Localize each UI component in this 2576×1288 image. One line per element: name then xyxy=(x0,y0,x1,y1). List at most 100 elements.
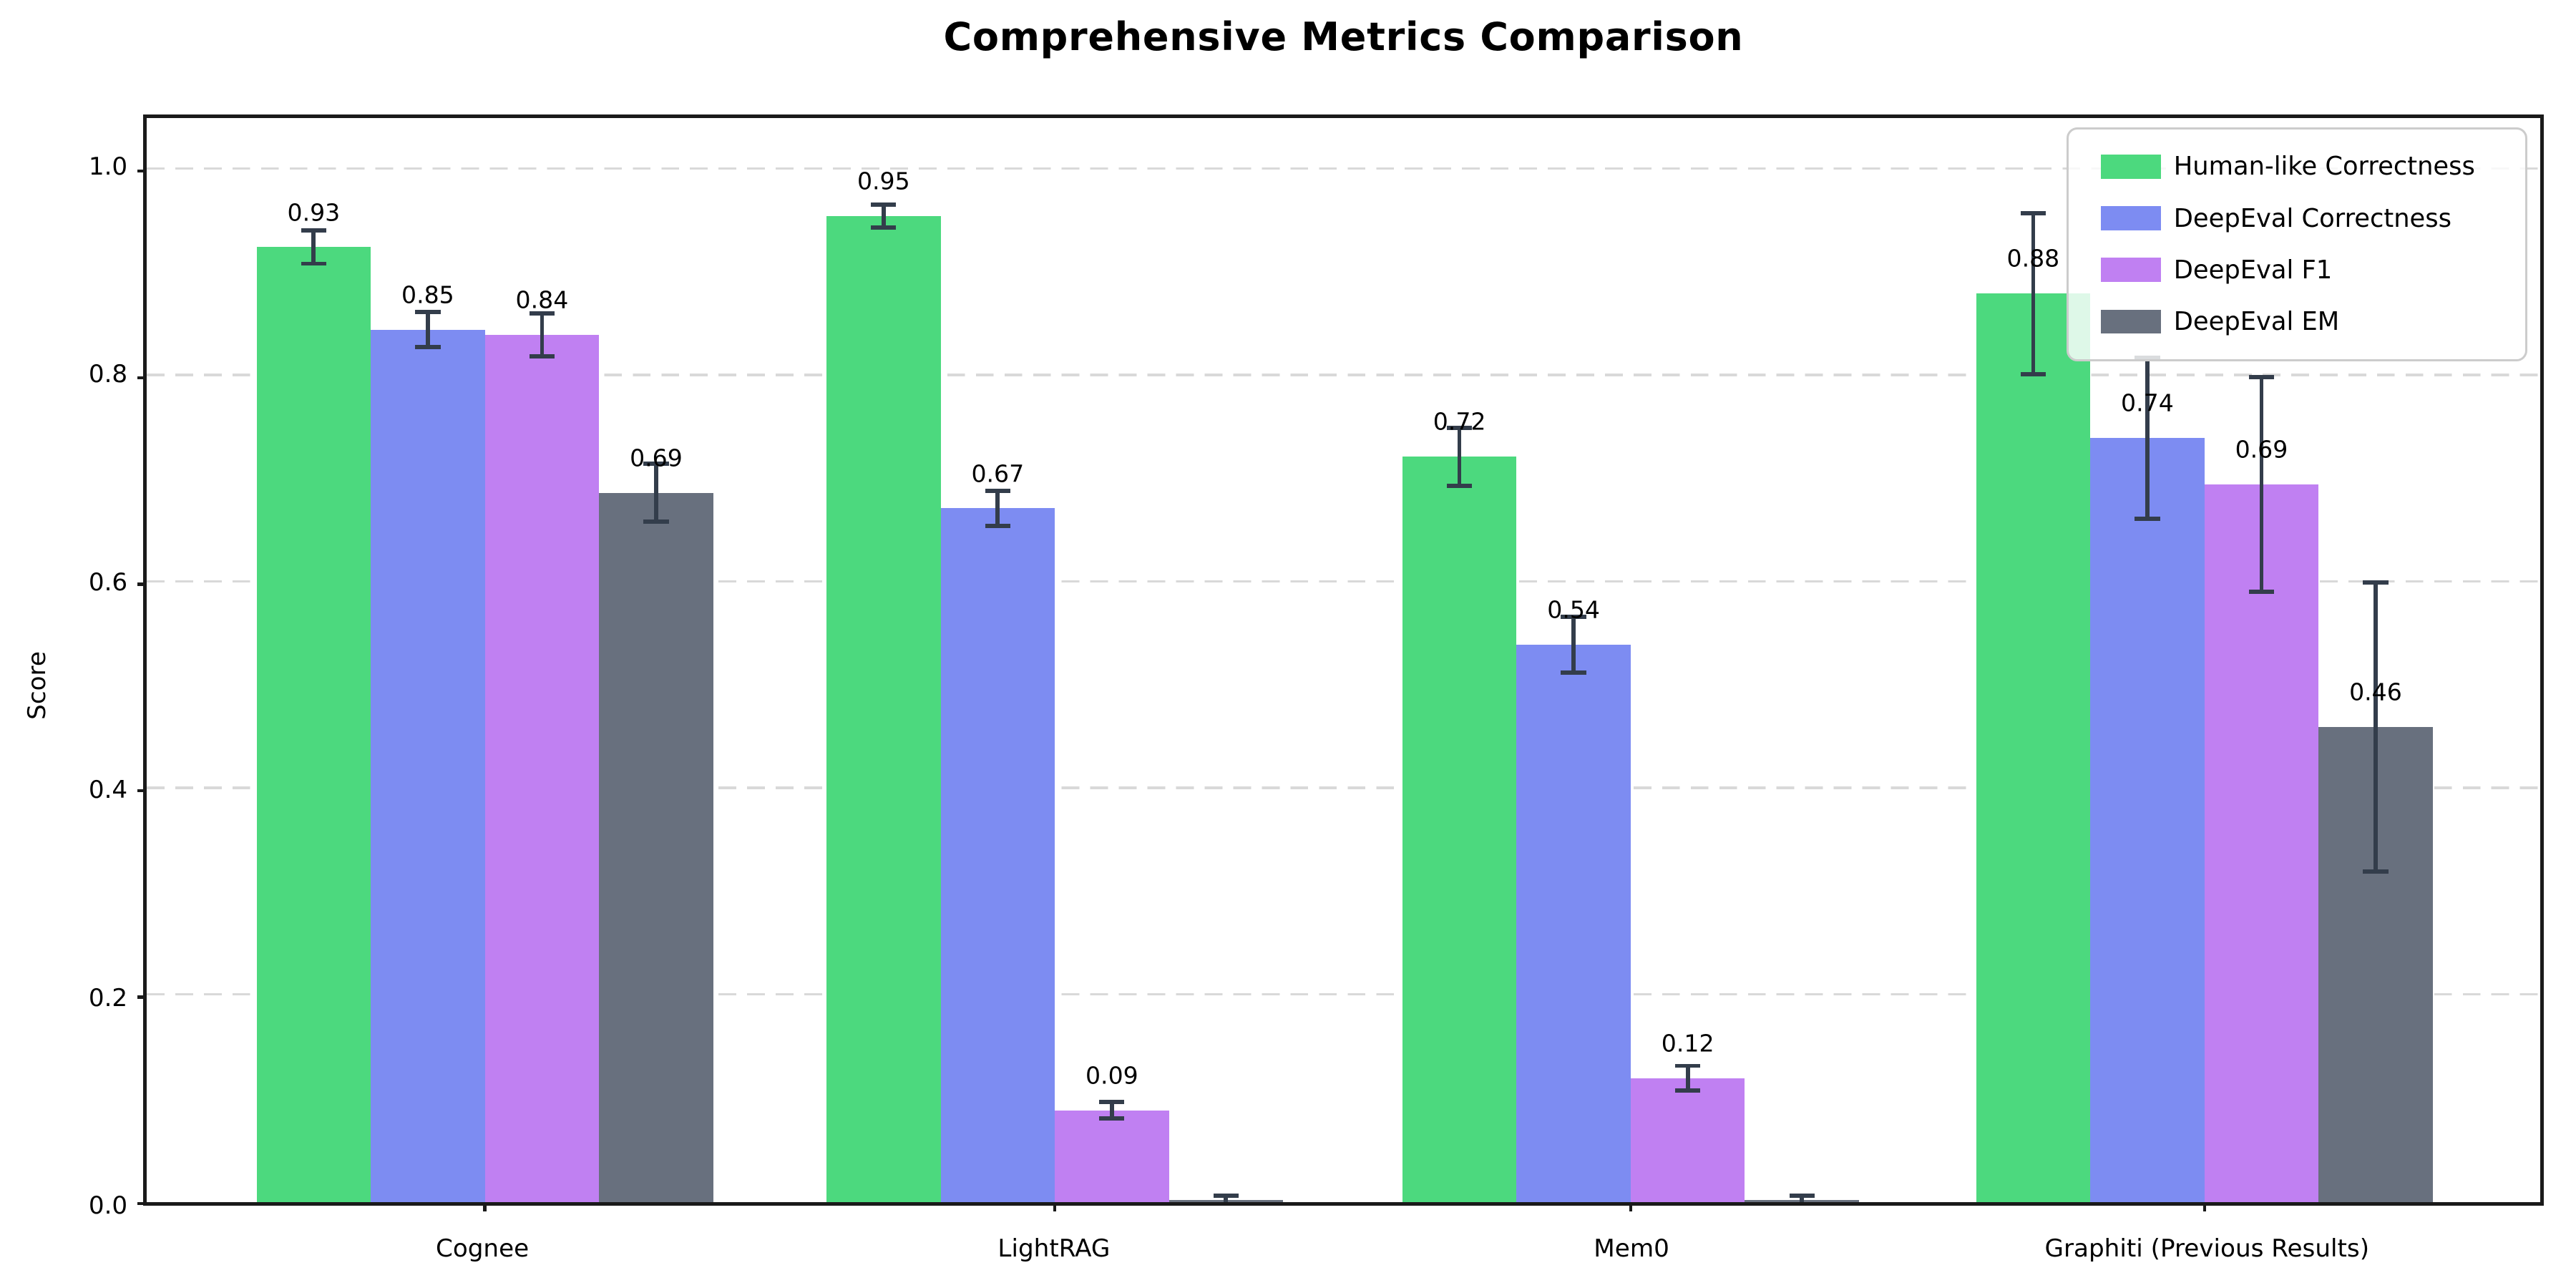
y-tick-label-0.6: 0.6 xyxy=(88,567,128,597)
error-cap-bottom xyxy=(1561,670,1586,675)
legend-label: Human-like Correctness xyxy=(2173,152,2475,182)
bar-value-label: 0.69 xyxy=(630,444,683,472)
bar-value-label: 0.74 xyxy=(2121,389,2174,418)
gridline-0.6 xyxy=(147,580,2540,583)
x-tick-label-1: LightRAG xyxy=(997,1234,1111,1263)
y-tick-label-0.8: 0.8 xyxy=(88,359,128,389)
error-cap-bottom xyxy=(643,519,669,525)
error-cap-top xyxy=(643,462,669,467)
legend-item: DeepEval F1 xyxy=(2069,255,2525,285)
error-cap-bottom xyxy=(2248,590,2275,595)
x-tickmark-1 xyxy=(1053,1201,1057,1211)
error-bar xyxy=(2259,377,2264,592)
bar-deepeval-correctness-lightrag xyxy=(940,508,1055,1202)
y-tickmark-0.6 xyxy=(137,582,147,586)
x-tick-label-0: Cognee xyxy=(435,1234,530,1263)
error-bar xyxy=(426,312,430,348)
error-cap-bottom xyxy=(529,354,555,359)
error-cap-top xyxy=(2363,580,2389,585)
chart-title: Comprehensive Metrics Comparison xyxy=(943,14,1744,59)
legend-swatch-icon xyxy=(2100,258,2161,283)
error-cap-top xyxy=(1675,1063,1701,1068)
x-tick-label-3: Graphiti (Previous Results) xyxy=(2044,1234,2370,1263)
error-cap-bottom xyxy=(2020,371,2046,376)
error-bar xyxy=(1224,1196,1229,1202)
bar-human-like-correctness-graphiti-previous-results- xyxy=(1976,293,2091,1202)
error-bar xyxy=(2373,582,2378,872)
y-tick-label-0.2: 0.2 xyxy=(88,983,128,1013)
error-cap-top xyxy=(1099,1100,1125,1104)
error-cap-top xyxy=(1561,615,1586,619)
bar-value-label: 0.93 xyxy=(287,198,341,227)
error-bar xyxy=(2031,213,2036,374)
error-cap-bottom xyxy=(1675,1088,1701,1093)
bar-value-label: 0.85 xyxy=(401,280,454,309)
y-tickmark-1.0 xyxy=(137,170,147,173)
y-tickmark-0.4 xyxy=(137,789,147,793)
bar-human-like-correctness-cognee xyxy=(256,247,371,1202)
legend-label: DeepEval F1 xyxy=(2173,255,2333,285)
bar-value-label: 0.46 xyxy=(2349,678,2402,707)
y-tickmark-0.2 xyxy=(137,995,147,999)
error-bar xyxy=(881,205,886,228)
bar-value-label: 0.88 xyxy=(2006,245,2060,273)
error-bar xyxy=(1109,1102,1114,1119)
legend-item: Human-like Correctness xyxy=(2069,152,2525,182)
error-cap-bottom xyxy=(2363,869,2389,874)
error-cap-top xyxy=(2248,375,2275,380)
error-cap-bottom xyxy=(415,345,441,350)
legend: Human-like Correctness DeepEval Correctne… xyxy=(2066,127,2527,361)
error-cap-top xyxy=(1446,425,1473,430)
error-bar xyxy=(311,230,316,264)
bar-deepeval-em-cognee xyxy=(599,492,713,1202)
error-cap-top xyxy=(301,228,326,233)
error-cap-bottom xyxy=(985,524,1010,528)
bar-value-label: 0.67 xyxy=(971,459,1025,488)
bar-value-label: 0.69 xyxy=(2235,435,2288,464)
error-bar xyxy=(1800,1196,1805,1202)
error-bar xyxy=(1685,1065,1690,1091)
error-bar xyxy=(654,464,658,522)
error-cap-bottom xyxy=(1446,483,1473,488)
error-cap-top xyxy=(529,311,555,316)
error-bar xyxy=(1571,616,1576,673)
y-axis-label: Score xyxy=(23,650,52,720)
error-cap-bottom xyxy=(2135,516,2160,521)
error-cap-bottom xyxy=(1099,1116,1125,1121)
y-tick-label-0.4: 0.4 xyxy=(88,775,128,804)
error-cap-bottom xyxy=(301,261,326,266)
bar-value-label: 0.72 xyxy=(1433,407,1486,436)
error-bar xyxy=(2145,357,2150,519)
x-tickmark-3 xyxy=(2202,1201,2206,1211)
x-tickmark-2 xyxy=(1629,1201,1633,1211)
bar-value-label: 0.12 xyxy=(1661,1029,1714,1058)
bar-deepeval-correctness-mem0 xyxy=(1516,644,1631,1202)
error-cap-bottom xyxy=(871,225,897,230)
gridline-0.8 xyxy=(147,374,2540,376)
bar-deepeval-correctness-cognee xyxy=(371,329,485,1202)
bar-human-like-correctness-mem0 xyxy=(1402,457,1517,1202)
error-cap-top xyxy=(871,203,897,208)
y-tick-label-0.0: 0.0 xyxy=(88,1191,128,1220)
x-tickmark-0 xyxy=(483,1201,487,1211)
error-cap-top xyxy=(415,310,441,315)
legend-swatch-icon xyxy=(2100,155,2161,179)
legend-label: DeepEval Correctness xyxy=(2173,203,2451,233)
legend-label: DeepEval EM xyxy=(2173,306,2340,336)
error-bar xyxy=(1457,427,1462,486)
bar-deepeval-correctness-graphiti-previous-results- xyxy=(2090,438,2205,1202)
gridline-1.0 xyxy=(147,167,2540,170)
y-tick-label-1.0: 1.0 xyxy=(88,152,128,181)
bar-deepeval-f1-cognee xyxy=(484,334,600,1202)
error-cap-top xyxy=(985,488,1010,493)
bar-value-label: 0.54 xyxy=(1547,595,1600,624)
bar-deepeval-f1-lightrag xyxy=(1055,1110,1169,1202)
bar-deepeval-f1-mem0 xyxy=(1630,1078,1745,1202)
error-bar xyxy=(995,490,1000,526)
bar-value-label: 0.09 xyxy=(1085,1061,1138,1090)
bar-human-like-correctness-lightrag xyxy=(826,216,941,1202)
x-tick-label-2: Mem0 xyxy=(1594,1234,1669,1263)
y-tickmark-0.8 xyxy=(137,376,147,379)
bar-value-label: 0.95 xyxy=(857,167,910,195)
